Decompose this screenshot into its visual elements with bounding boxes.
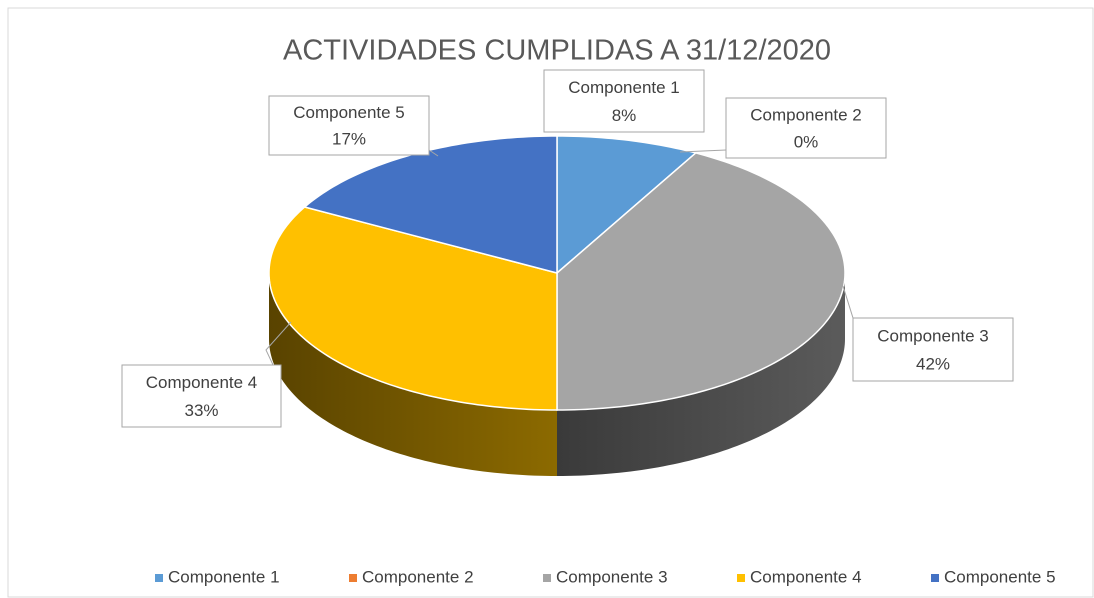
pie-side [269,273,557,476]
data-label-name: Componente 3 [877,326,989,345]
legend-label: Componente 3 [556,567,668,586]
legend-swatch [931,574,939,582]
data-label-box [121,364,282,428]
data-label-value: 17% [332,130,366,149]
legend-swatch [349,574,357,582]
chart-title: ACTIVIDADES CUMPLIDAS A 31/12/2020 [283,35,831,67]
legend-label: Componente 2 [362,567,474,586]
pie-slice [556,135,698,275]
data-label-value: 42% [916,355,950,374]
data-label-value: 0% [794,132,819,151]
data-label-box [543,69,705,133]
data-label-name: Componente 2 [750,105,862,124]
legend-swatch [737,574,745,582]
leader-line [428,149,439,157]
data-label-box [725,97,887,159]
pie-slice [268,206,558,411]
legend-label: Componente 1 [168,567,280,586]
legend-label: Componente 4 [750,567,862,586]
data-label-name: Componente 1 [568,78,680,97]
data-label-value: 33% [184,401,218,420]
leader-line [679,149,727,153]
leader-line [842,285,854,319]
data-label-box [268,95,430,156]
data-label-name: Componente 4 [146,373,258,392]
pie-side [557,273,845,476]
data-label-name: Componente 5 [293,103,405,122]
legend-swatch [155,574,163,582]
legend-swatch [543,574,551,582]
pie-slice [556,152,846,411]
data-label-box [852,317,1014,382]
legend-label: Componente 5 [944,567,1056,586]
data-label-value: 8% [612,106,637,125]
